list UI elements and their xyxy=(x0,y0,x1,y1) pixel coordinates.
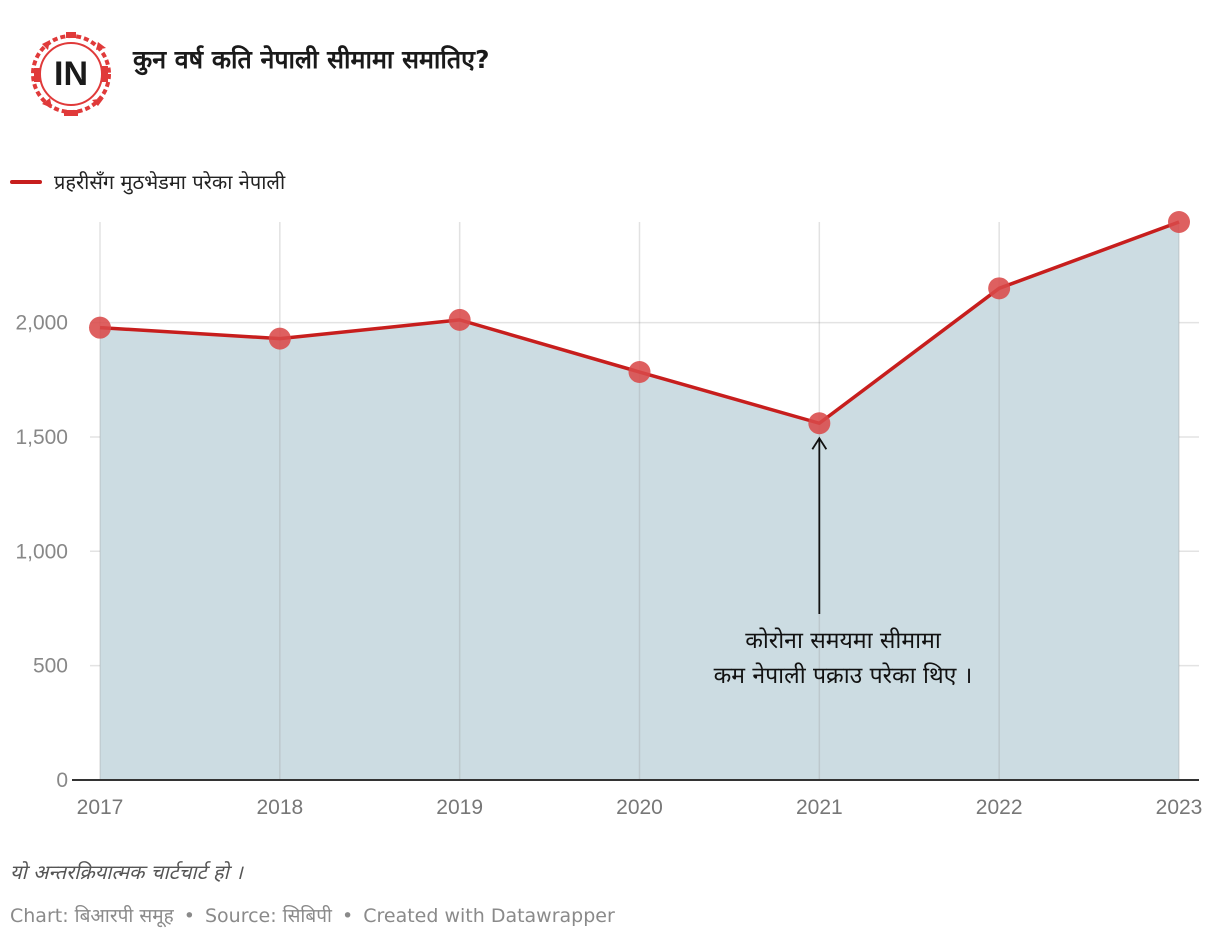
x-axis-ticks: 2017 2018 2019 2020 2021 2022 2023 xyxy=(77,796,1203,819)
data-point xyxy=(808,412,831,435)
annotation-text-line: कम नेपाली पक्राउ परेका थिए । xyxy=(714,662,973,689)
source-credit: Source: सिबिपी xyxy=(204,905,332,927)
data-point xyxy=(448,308,471,331)
footer-separator: • xyxy=(341,905,354,927)
chart-credit: Chart: बिआरपी समूह xyxy=(10,905,180,927)
tool-credit: Created with Datawrapper xyxy=(363,905,615,927)
data-point xyxy=(1168,211,1190,233)
x-tick-label: 2018 xyxy=(256,796,303,819)
x-tick-label: 2022 xyxy=(976,796,1023,819)
x-tick-label: 2017 xyxy=(77,796,124,819)
logo-text: IN xyxy=(54,55,88,93)
data-point xyxy=(89,316,111,339)
area-chart: 0 500 1,000 1,500 2,000 2017 2018 2019 2020 2021… xyxy=(15,211,1203,819)
y-axis-ticks: 0 500 1,000 1,500 2,000 xyxy=(15,312,68,792)
area-fill xyxy=(100,222,1179,780)
legend-label: प्रहरीसँग मुठभेडमा परेका नेपाली xyxy=(54,170,286,194)
annotation: कोरोना समयमा सीमामा कम नेपाली पक्राउ परेक… xyxy=(714,436,973,689)
x-tick-label: 2021 xyxy=(796,796,843,819)
footer-separator: • xyxy=(183,905,195,927)
x-tick-label: 2019 xyxy=(436,796,483,819)
y-tick-label: 500 xyxy=(33,655,68,678)
x-tick-label: 2023 xyxy=(1156,796,1203,819)
footer: Chart: बिआरपी समूह • Source: सिबिपी • Cr… xyxy=(10,902,615,928)
y-tick-label: 1,000 xyxy=(15,540,68,563)
chart-note: यो अन्तरक्रियात्मक चार्टचार्ट हो । xyxy=(10,860,243,884)
data-point xyxy=(268,327,291,350)
brand-logo: IN xyxy=(28,28,114,120)
annotation-arrow-head xyxy=(811,436,828,450)
y-tick-label: 2,000 xyxy=(15,312,68,335)
data-point xyxy=(988,277,1011,300)
series-points xyxy=(89,211,1190,435)
y-tick-label: 1,500 xyxy=(15,426,68,449)
x-tick-label: 2020 xyxy=(616,796,663,819)
legend-swatch xyxy=(10,179,42,184)
legend: प्रहरीसँग मुठभेडमा परेका नेपाली xyxy=(10,168,285,195)
y-tick-label: 0 xyxy=(56,769,68,792)
chart-title: कुन वर्ष कति नेपाली सीमामा समातिए? xyxy=(133,45,490,74)
annotation-text-line: कोरोना समयमा सीमामा xyxy=(745,627,942,654)
data-point xyxy=(628,361,651,384)
